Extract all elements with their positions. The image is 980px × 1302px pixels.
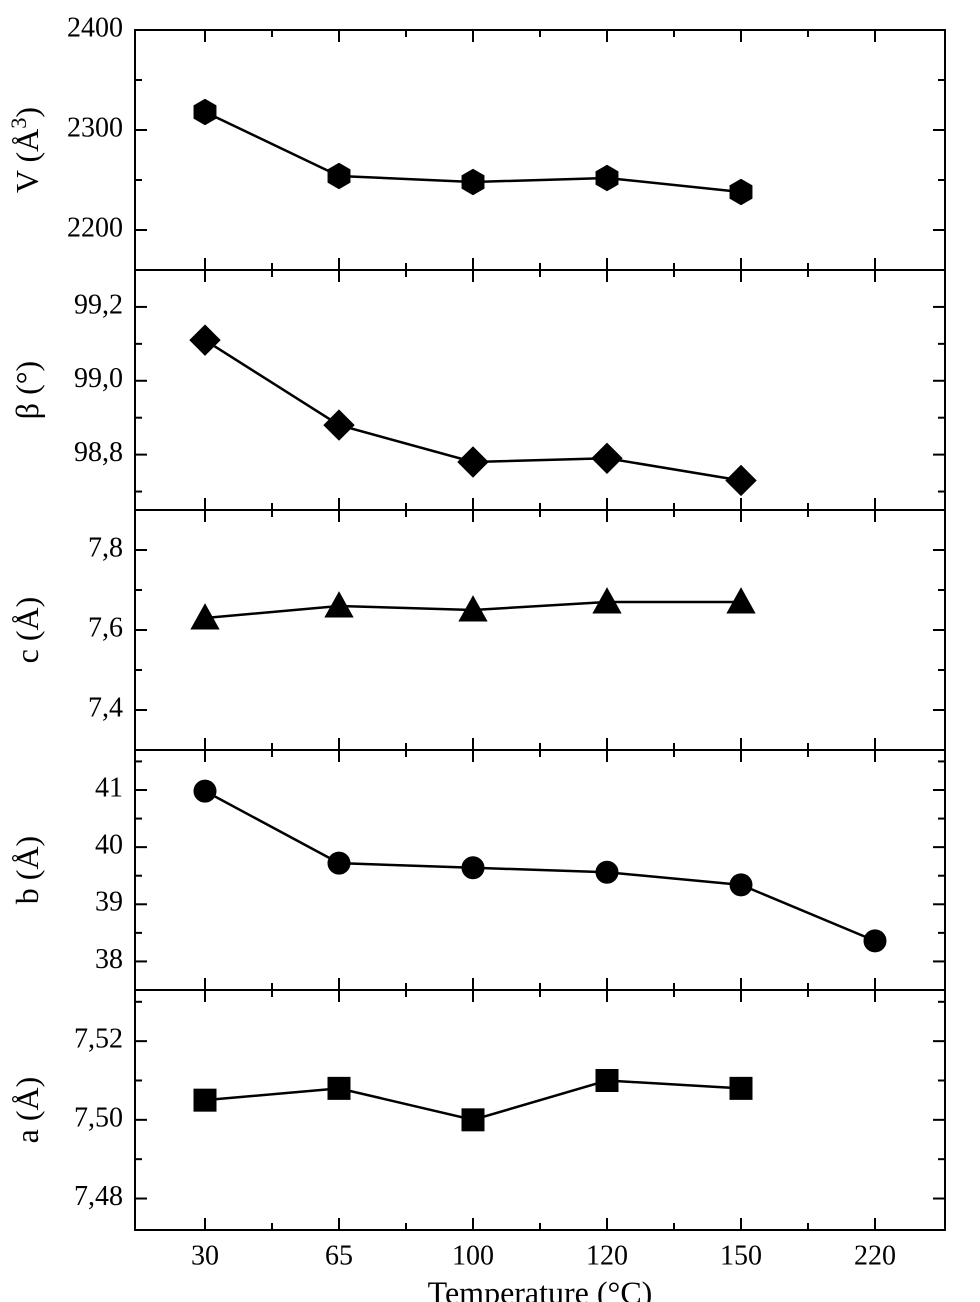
svg-text:β (°): β (°) [9,361,45,419]
svg-text:7,6: 7,6 [88,612,123,643]
svg-text:39: 39 [95,887,123,918]
svg-text:7,4: 7,4 [88,692,123,723]
svg-text:2300: 2300 [67,112,123,143]
panel-beta: 98,8 99,0 99,2 β (°) [9,270,945,510]
panel-V: 2200 2300 2400 V (Å3) [6,12,946,270]
svg-text:7,8: 7,8 [88,532,123,563]
svg-text:40: 40 [95,830,123,861]
svg-text:99,2: 99,2 [74,289,123,320]
svg-text:2200: 2200 [67,212,123,243]
chart-svg: 220023002400V (Å3)98,899,099,2β (°)7,47,… [0,0,980,1302]
svg-text:98,8: 98,8 [74,437,123,468]
svg-text:120: 120 [586,1240,628,1271]
svg-text:7,48: 7,48 [74,1181,123,1212]
svg-text:c (Å): c (Å) [9,597,45,664]
svg-text:38: 38 [95,944,123,975]
multi-panel-chart: 220023002400V (Å3)98,899,099,2β (°)7,47,… [0,0,980,1302]
svg-text:41: 41 [95,772,123,803]
panel-b: 38 39 40 41 b (Å) [9,750,945,990]
svg-text:7,52: 7,52 [74,1024,123,1055]
svg-text:b (Å): b (Å) [9,836,45,904]
svg-text:7,50: 7,50 [74,1102,123,1133]
svg-text:a (Å): a (Å) [9,1077,45,1144]
svg-text:100: 100 [452,1240,494,1271]
panel-c: 7,4 7,6 7,8 c (Å) [9,510,945,750]
svg-text:220: 220 [854,1240,896,1271]
svg-text:Temperature (°C): Temperature (°C) [428,1274,653,1302]
svg-text:2400: 2400 [67,12,123,43]
svg-text:65: 65 [325,1240,353,1271]
svg-text:99,0: 99,0 [74,363,123,394]
svg-text:30: 30 [191,1240,219,1271]
svg-text:150: 150 [720,1240,762,1271]
svg-text:V (Å3): V (Å3) [6,107,46,193]
panel-a: 7,48 7,50 7,52 a (Å) [9,990,945,1230]
